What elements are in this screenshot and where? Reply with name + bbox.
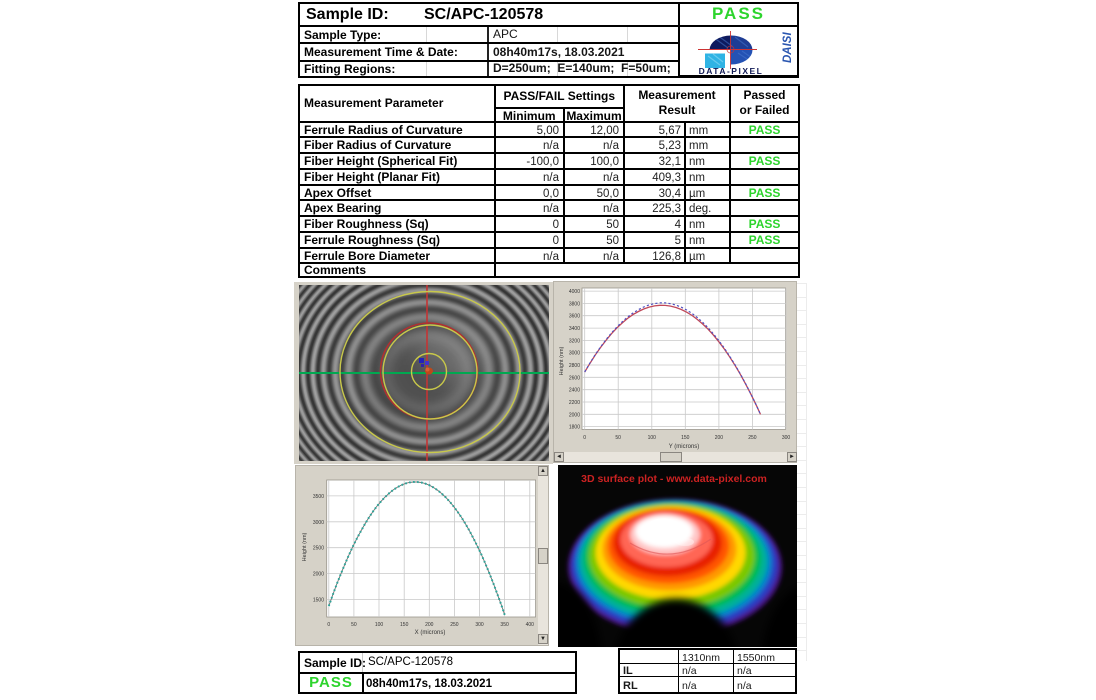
svg-text:3500: 3500 xyxy=(313,494,324,500)
svg-text:2400: 2400 xyxy=(569,388,580,394)
svg-text:X (microns): X (microns) xyxy=(415,630,446,636)
svg-text:100: 100 xyxy=(375,622,384,628)
svg-text:0: 0 xyxy=(327,622,330,628)
svg-text:300: 300 xyxy=(475,622,484,628)
svg-text:300: 300 xyxy=(782,435,791,441)
svg-text:200: 200 xyxy=(715,435,724,441)
svg-text:250: 250 xyxy=(748,435,757,441)
svg-text:1800: 1800 xyxy=(569,425,580,431)
svg-text:2800: 2800 xyxy=(569,363,580,369)
svg-text:50: 50 xyxy=(615,435,621,441)
svg-text:0: 0 xyxy=(583,435,586,441)
svg-text:Y (microns): Y (microns) xyxy=(669,444,700,450)
svg-text:Height (nm): Height (nm) xyxy=(559,346,565,375)
svg-text:4000: 4000 xyxy=(569,289,580,295)
svg-text:250: 250 xyxy=(450,622,459,628)
svg-text:3000: 3000 xyxy=(313,520,324,526)
svg-text:3200: 3200 xyxy=(569,338,580,344)
svg-text:150: 150 xyxy=(400,622,409,628)
svg-text:2500: 2500 xyxy=(313,546,324,552)
svg-text:50: 50 xyxy=(351,622,357,628)
svg-text:1500: 1500 xyxy=(313,598,324,604)
svg-text:350: 350 xyxy=(500,622,509,628)
svg-text:3600: 3600 xyxy=(569,314,580,320)
svg-text:200: 200 xyxy=(425,622,434,628)
svg-text:400: 400 xyxy=(526,622,535,628)
svg-text:3000: 3000 xyxy=(569,351,580,357)
svg-text:2000: 2000 xyxy=(569,412,580,418)
svg-text:3D surface plot - www.data-pix: 3D surface plot - www.data-pixel.com xyxy=(581,473,767,485)
svg-text:2200: 2200 xyxy=(569,400,580,406)
svg-text:150: 150 xyxy=(681,435,690,441)
svg-text:Height (nm): Height (nm) xyxy=(302,532,308,561)
svg-text:2000: 2000 xyxy=(313,572,324,578)
svg-text:3800: 3800 xyxy=(569,301,580,307)
svg-text:3400: 3400 xyxy=(569,326,580,332)
svg-text:2600: 2600 xyxy=(569,375,580,381)
svg-text:DAISI: DAISI xyxy=(782,32,794,63)
svg-text:100: 100 xyxy=(648,435,657,441)
svg-text:DATA-PIXEL: DATA-PIXEL xyxy=(699,66,764,75)
